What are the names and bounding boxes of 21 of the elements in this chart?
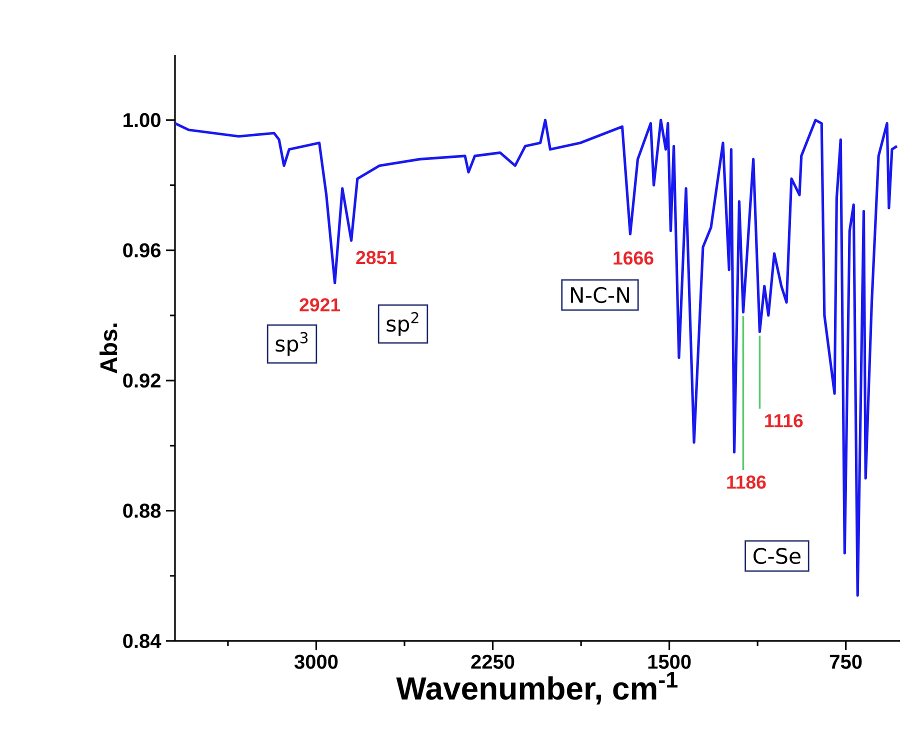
line-series [174, 118, 898, 597]
y-tick-label: 1.00 [124, 113, 160, 128]
annotation: C-Se [754, 548, 800, 564]
annotation: N-C-N [570, 286, 629, 304]
annotation: sp$^{2}$ [386, 312, 418, 336]
y-axis-title: Abs. [100, 324, 118, 374]
x-tick-label: 2250 [471, 654, 514, 669]
annotation: 1116 [765, 414, 803, 428]
y-tick-label: 0.88 [123, 504, 161, 518]
annotation: 1666 [614, 251, 654, 265]
annotation: 2921 [300, 298, 340, 312]
x-tick-label: 750 [830, 654, 862, 669]
annotation: 1186 [727, 476, 766, 489]
annotation: sp$^{3}$ [276, 332, 308, 356]
y-tick-label: 0.84 [123, 634, 162, 648]
x-tick-label: 3000 [294, 654, 338, 669]
x-axis-title: Wavenumber, cm$^{-1}$ [396, 672, 678, 704]
y-tick-label: 0.96 [123, 243, 161, 258]
annotation: 2851 [356, 250, 397, 264]
y-tick-label: 0.92 [123, 373, 160, 388]
x-tick-label: 1500 [648, 654, 691, 669]
